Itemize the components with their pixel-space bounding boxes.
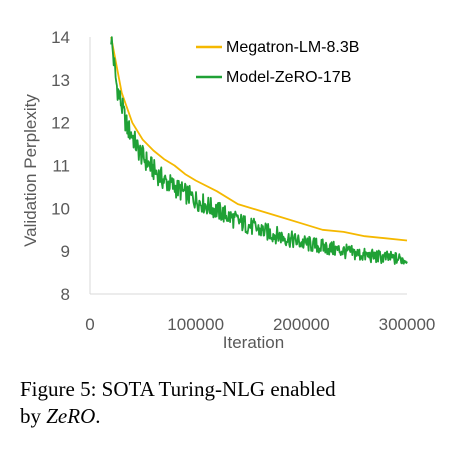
y-tick-label: 13 [51, 71, 70, 90]
series-group [110, 36, 408, 265]
y-tick-label: 9 [61, 242, 70, 261]
x-tick-label: 300000 [379, 315, 436, 334]
y-tick-label: 10 [51, 199, 70, 218]
x-tick-label: 200000 [273, 315, 330, 334]
y-axis: 8 9 10 11 12 13 14 [51, 28, 91, 304]
caption-line-2-suffix: . [95, 404, 101, 428]
caption-emphasis: ZeRO [46, 404, 96, 428]
x-axis: 0 100000 200000 300000 [85, 293, 436, 334]
y-tick-label: 8 [61, 285, 70, 304]
y-axis-title: Validation Perplexity [21, 94, 40, 247]
chart: 8 9 10 11 12 13 14 0 100000 200000 300000 Megatro… [21, 28, 436, 352]
y-tick-label: 12 [51, 114, 70, 133]
y-tick-label: 11 [52, 157, 70, 176]
y-tick-label: 14 [51, 28, 70, 47]
series-line [110, 36, 408, 242]
legend-label: Model-ZeRO-17B [226, 69, 351, 86]
caption-line-1: Figure 5: SOTA Turing-NLG enabled [20, 377, 336, 401]
legend-label: Megatron-LM-8.3B [226, 39, 359, 56]
legend: Megatron-LM-8.3B Model-ZeRO-17B [196, 39, 359, 86]
caption-line-2: by ZeRO. [20, 403, 450, 430]
caption-line-2-prefix: by [20, 404, 47, 428]
x-tick-label: 0 [85, 315, 94, 334]
x-tick-label: 100000 [167, 315, 224, 334]
figure-caption: Figure 5: SOTA Turing-NLG enabled by ZeR… [20, 376, 450, 430]
series-line [110, 36, 408, 265]
x-axis-title: Iteration [223, 333, 284, 352]
